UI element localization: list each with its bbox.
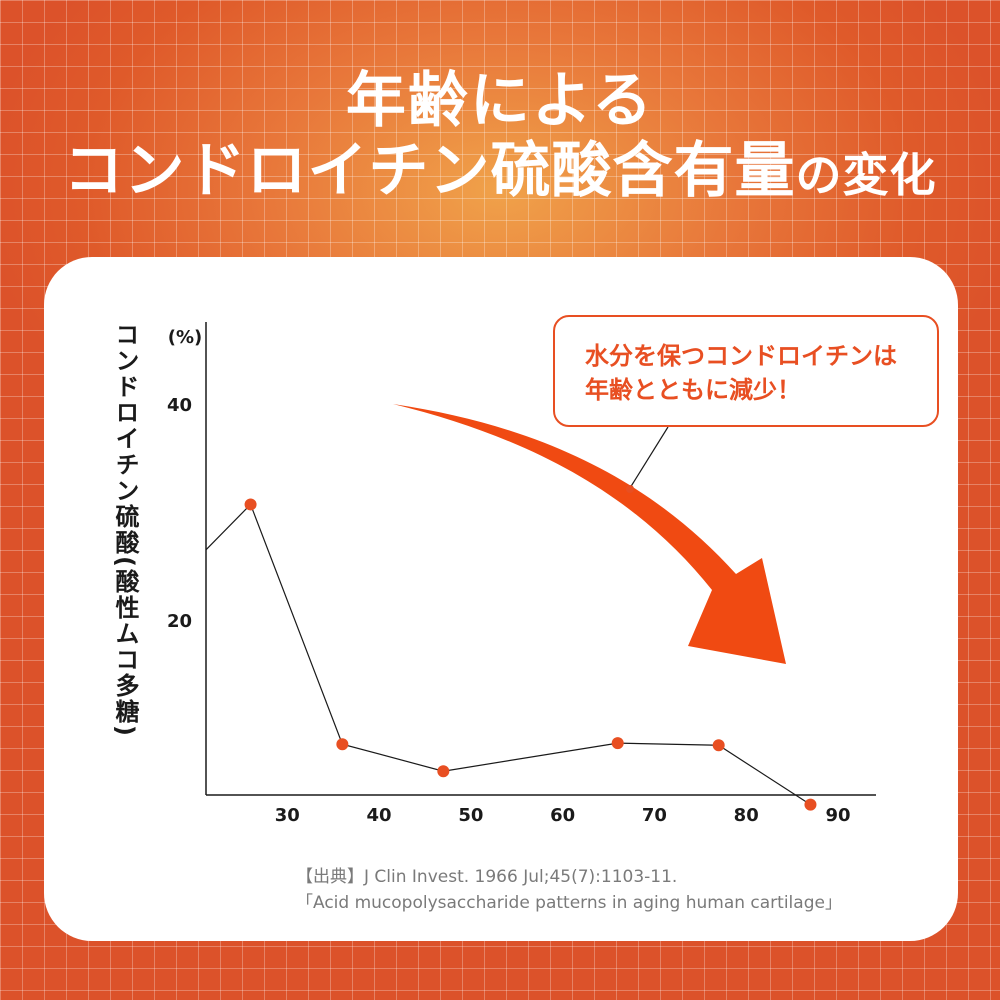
chart-axes [205, 322, 876, 796]
source-line2: 「Acid mucopolysaccharide patterns in agi… [296, 893, 842, 913]
chart-series [205, 498, 817, 811]
callout-line2: 年齢とともに減少！ [585, 376, 801, 404]
source-citation: 【出典】J Clin Invest. 1966 Jul;45(7):1103-1… [296, 864, 842, 916]
x-tick-label: 40 [367, 805, 392, 826]
data-point [712, 739, 725, 752]
x-tick-label: 30 [275, 805, 300, 826]
data-point [611, 737, 624, 750]
decline-arrow-icon [393, 404, 786, 664]
data-point [244, 498, 257, 511]
page-title-main: コンドロイチン硫酸含有量 [63, 136, 796, 206]
page-title-line2: コンドロイチン硫酸含有量の変化 [0, 122, 1000, 209]
callout-line1: 水分を保つコンドロイチンは [585, 342, 897, 370]
y-tick-label: 20 [167, 611, 192, 632]
y-tick-label: 40 [167, 395, 192, 416]
y-axis-label: コンドロイチン硫酸(酸性ムコ多糖) [111, 322, 139, 738]
callout-box: 水分を保つコンドロイチンは 年齢とともに減少！ [553, 315, 939, 427]
x-tick-label: 70 [642, 805, 667, 826]
chart-ticks: 30 40 50 60 70 80 90 20 40 [167, 395, 851, 826]
data-point [437, 765, 450, 778]
x-tick-label: 60 [550, 805, 575, 826]
x-tick-label: 50 [458, 805, 483, 826]
source-line1: 【出典】J Clin Invest. 1966 Jul;45(7):1103-1… [296, 867, 678, 887]
data-point [336, 738, 349, 751]
callout-pointer-dot [626, 485, 634, 493]
data-point [804, 798, 817, 811]
page-title-line1: 年齢による [345, 66, 655, 136]
series-line [205, 503, 811, 806]
callout-text: 水分を保つコンドロイチンは 年齢とともに減少！ [585, 339, 897, 407]
y-axis-unit: (%) [168, 327, 203, 348]
x-tick-label: 80 [734, 805, 759, 826]
x-tick-label: 90 [825, 805, 850, 826]
page-title-tail: の変化 [795, 148, 937, 202]
callout-pointer-line [629, 426, 669, 489]
